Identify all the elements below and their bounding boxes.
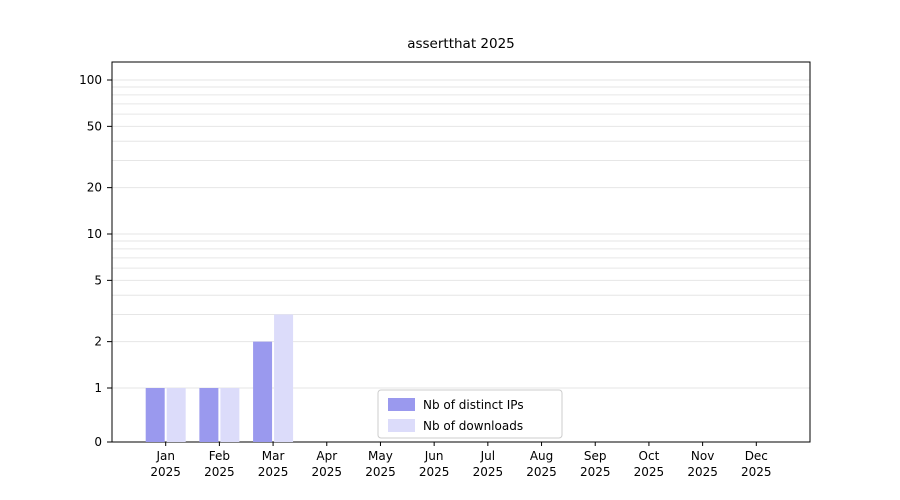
x-tick-label-month: Apr — [316, 449, 337, 463]
y-tick-label: 0 — [94, 435, 102, 449]
x-tick-label-year: 2025 — [687, 465, 718, 479]
y-tick-label: 5 — [94, 273, 102, 287]
y-tick-label: 100 — [79, 73, 102, 87]
x-tick-label-year: 2025 — [204, 465, 235, 479]
y-tick-label: 50 — [87, 119, 102, 133]
bar-nb-of-downloads — [274, 314, 294, 442]
bar-nb-of-distinct-ips — [145, 388, 165, 442]
x-tick-label-month: Feb — [209, 449, 230, 463]
y-tick-label: 20 — [87, 181, 102, 195]
bar-nb-of-distinct-ips — [253, 341, 273, 442]
x-tick-label-year: 2025 — [365, 465, 396, 479]
x-tick-label-month: Jun — [424, 449, 444, 463]
y-tick-label: 2 — [94, 335, 102, 349]
x-tick-label-year: 2025 — [473, 465, 504, 479]
x-tick-label-year: 2025 — [258, 465, 289, 479]
x-tick-label-month: Nov — [691, 449, 714, 463]
x-tick-label-year: 2025 — [150, 465, 181, 479]
x-tick-label-year: 2025 — [741, 465, 772, 479]
x-tick-label-month: Mar — [262, 449, 285, 463]
x-tick-label-month: Aug — [530, 449, 553, 463]
x-tick-label-month: Sep — [584, 449, 607, 463]
y-tick-label: 1 — [94, 381, 102, 395]
x-tick-label-year: 2025 — [526, 465, 557, 479]
x-tick-label-month: Jan — [155, 449, 175, 463]
bar-nb-of-distinct-ips — [199, 388, 219, 442]
x-tick-label-year: 2025 — [311, 465, 342, 479]
plot-border — [111, 61, 811, 443]
x-tick-label-month: May — [368, 449, 393, 463]
y-tick-label: 10 — [87, 227, 102, 241]
x-tick-label-month: Oct — [639, 449, 660, 463]
x-tick-label-year: 2025 — [634, 465, 665, 479]
legend-label: Nb of distinct IPs — [423, 398, 524, 412]
chart-title: assertthat 2025 — [407, 36, 515, 52]
x-tick-label-month: Dec — [745, 449, 768, 463]
legend-label: Nb of downloads — [423, 419, 523, 433]
x-tick-label-month: Jul — [480, 449, 495, 463]
x-tick-label-year: 2025 — [580, 465, 611, 479]
bar-nb-of-downloads — [166, 388, 186, 442]
legend-swatch — [388, 419, 415, 432]
legend-swatch — [388, 398, 415, 411]
x-tick-label-year: 2025 — [419, 465, 450, 479]
bar-nb-of-downloads — [220, 388, 240, 442]
legend-box — [377, 389, 563, 439]
